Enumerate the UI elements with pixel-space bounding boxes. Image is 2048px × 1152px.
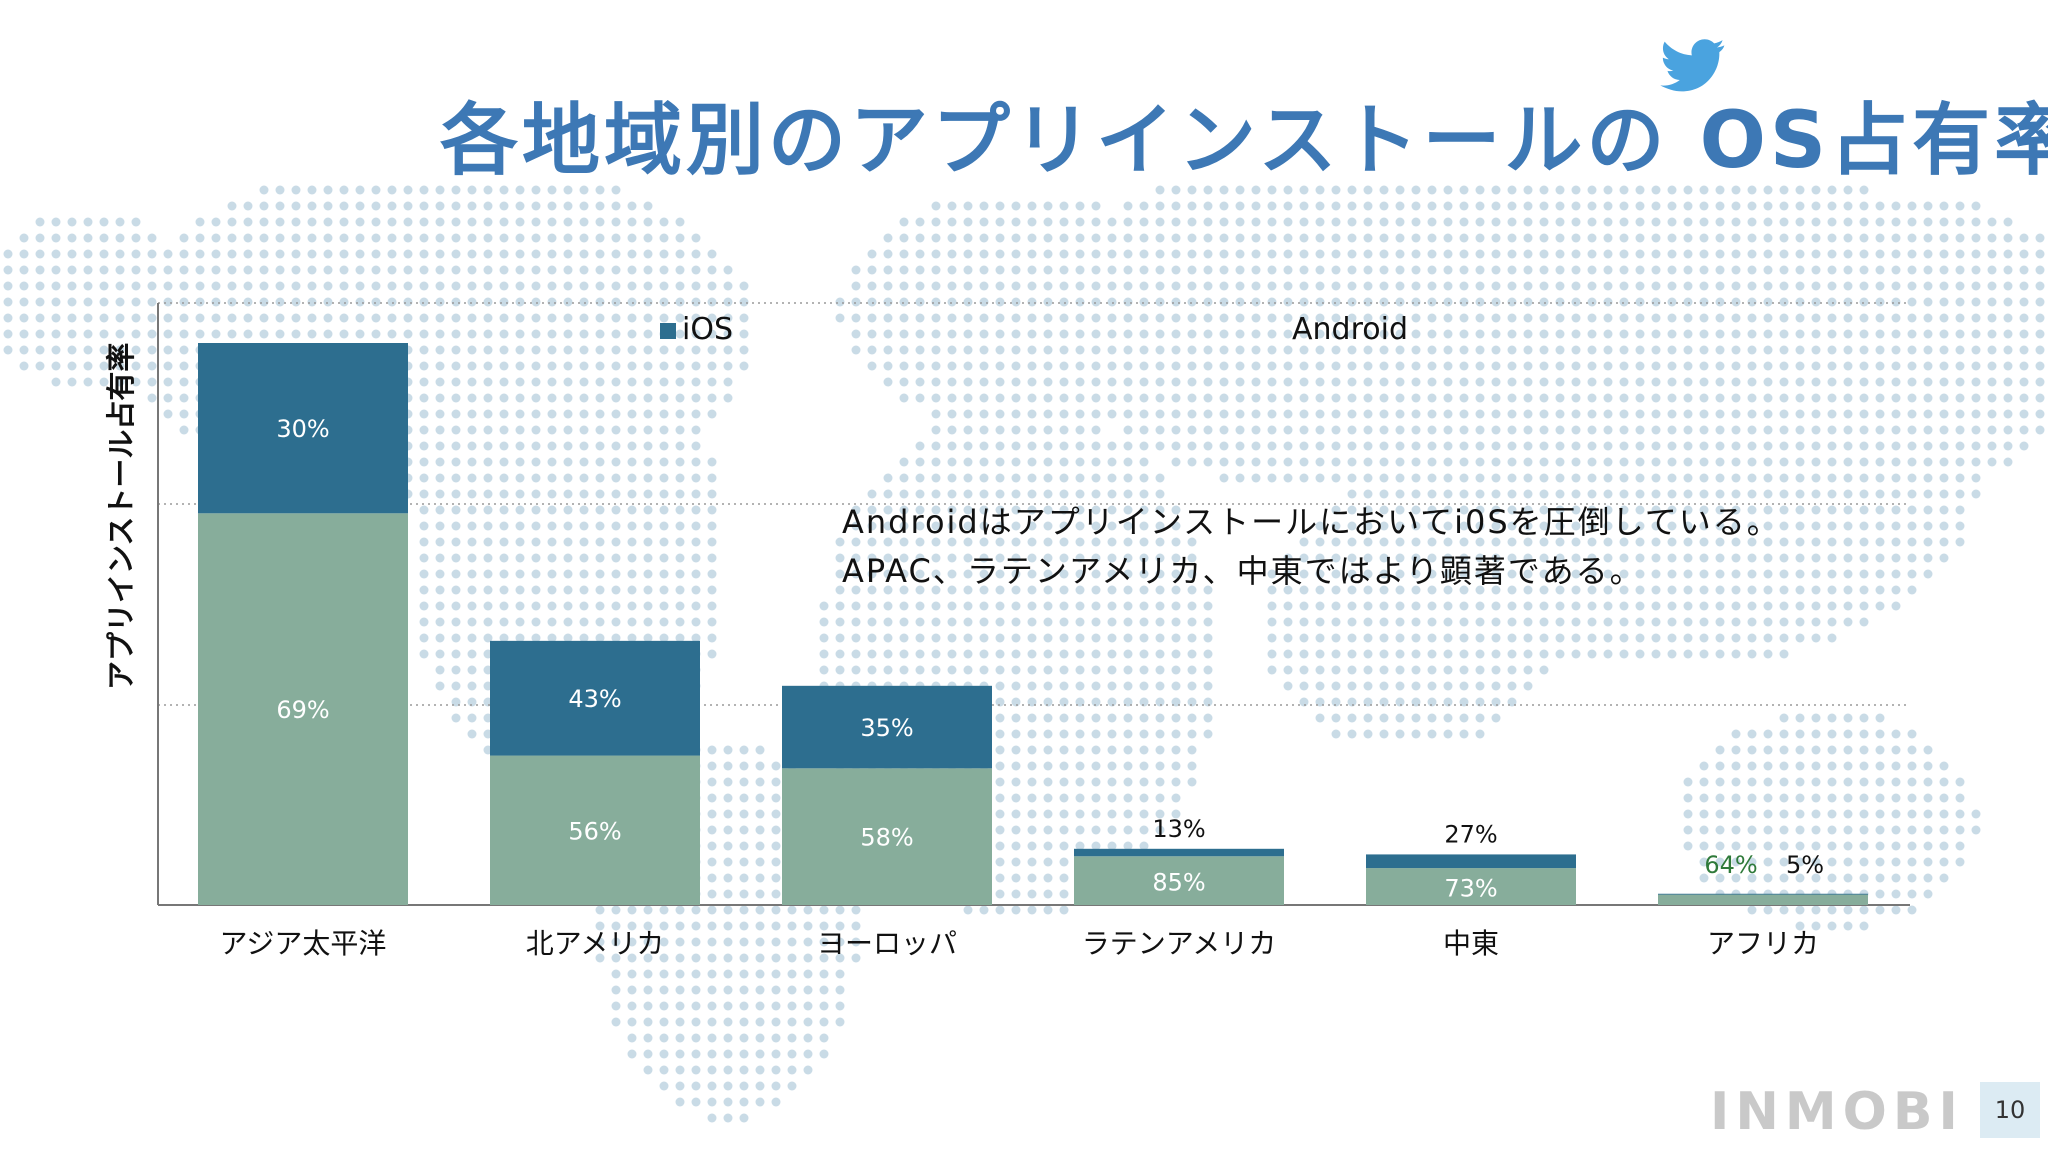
twitter-bird-icon [1660, 39, 1725, 92]
chart-annotation: Androidはアプリインストールにおいてi0Sを圧倒している。 APAC、ラテ… [842, 498, 1781, 596]
bar-ios [782, 685, 992, 769]
x-tick-label: ヨーロッパ [817, 927, 957, 960]
x-tick-label: ラテンアメリカ [1082, 927, 1277, 960]
legend-android-label: Android [1292, 312, 1408, 347]
bar-android [490, 755, 700, 905]
data-label-ios: 30% [276, 415, 329, 443]
data-label-android: 73% [1444, 875, 1497, 903]
page-number: 10 [1980, 1082, 2040, 1138]
page-title: 各地域別のアプリインストールの OS占有率 [440, 96, 2048, 186]
y-axis-label: アプリインストール占有率 [104, 342, 138, 690]
bar-ios [490, 640, 700, 756]
bar-ios [1366, 854, 1576, 869]
data-label-android: 56% [568, 817, 621, 845]
x-tick-label: 中東 [1443, 927, 1499, 960]
x-tick-label: 北アメリカ [526, 927, 665, 960]
data-label-ios: 27% [1444, 820, 1497, 848]
data-label-ios: 43% [568, 685, 621, 713]
inmobi-logo: INMOBI [1710, 1082, 1964, 1142]
bar-ios [1658, 893, 1868, 895]
data-label-ios: 35% [860, 714, 913, 742]
annotation-line-2: APAC、ラテンアメリカ、中東ではより顕著である。 [842, 552, 1644, 590]
bar-android [1658, 894, 1868, 905]
annotation-line-1: Androidはアプリインストールにおいてi0Sを圧倒している。 [842, 503, 1781, 541]
legend-ios: iOS [660, 312, 733, 347]
bar-ios [1074, 848, 1284, 857]
legend-ios-swatch [660, 322, 676, 339]
bar-android [1366, 868, 1576, 905]
data-label-android: 64% [1704, 851, 1757, 879]
data-label-ios: 13% [1152, 815, 1205, 843]
bar-android [1074, 856, 1284, 905]
data-label-android: 85% [1152, 869, 1205, 897]
bar-android [782, 768, 992, 905]
data-label-android: 69% [276, 696, 329, 724]
x-tick-label: アフリカ [1707, 927, 1819, 960]
x-tick-label: アジア太平洋 [220, 927, 387, 960]
bar-android [198, 513, 408, 905]
legend-android: Android [1292, 312, 1408, 347]
bar-ios [198, 343, 408, 514]
legend-ios-label: iOS [682, 312, 733, 347]
data-label-ios: 5% [1786, 851, 1824, 879]
data-label-android: 58% [860, 824, 913, 852]
